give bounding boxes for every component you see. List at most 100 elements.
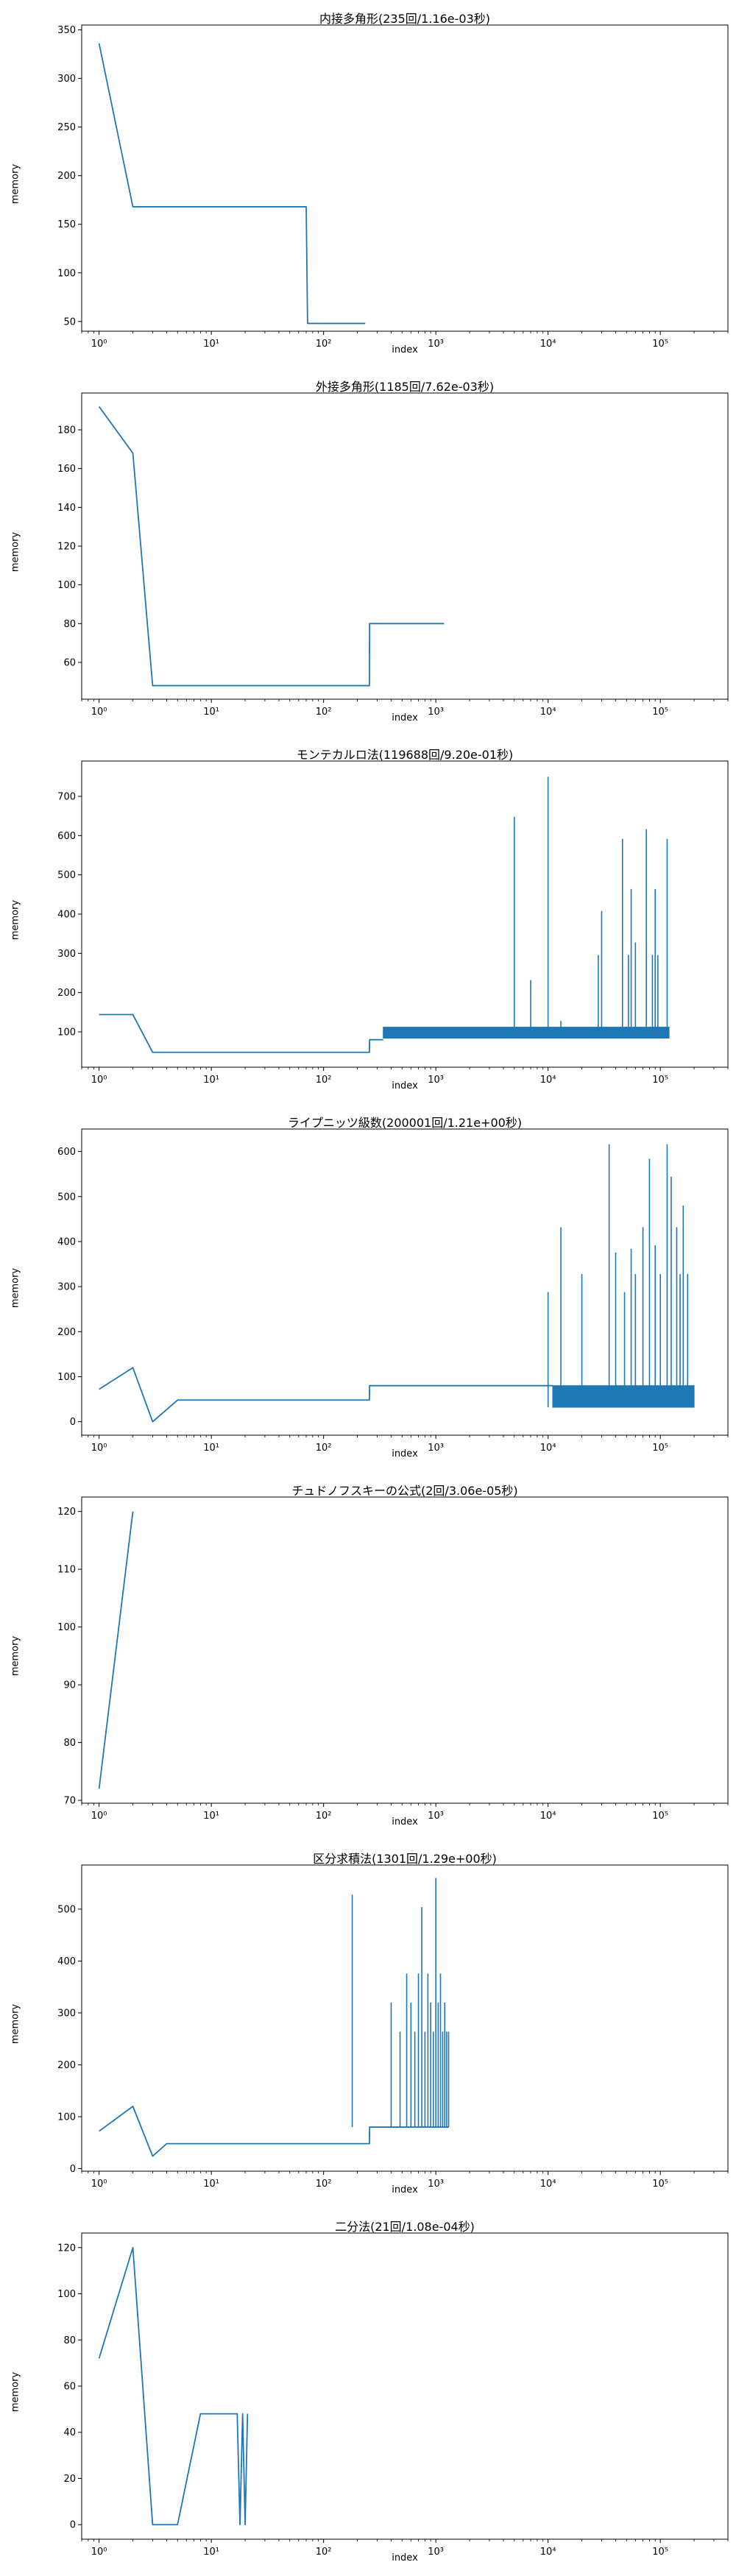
y-tick-label: 0 <box>70 1417 76 1428</box>
y-tick-label: 350 <box>57 25 76 36</box>
y-tick-label: 300 <box>57 2008 76 2019</box>
chart-svg: 0 20 40 60 80 100 120 10⁰ 10¹ 10² 10³ 10⁴ 10⁵ <box>57 2232 729 2558</box>
series-line <box>98 406 445 687</box>
x-axis-label: index <box>392 712 418 723</box>
plot-area <box>99 776 670 1053</box>
chart-title: モンテカルロ法(119688回/9.20e-01秒) <box>296 748 514 762</box>
x-tick-label: 10⁰ <box>91 2547 107 2558</box>
y-tick-label: 90 <box>63 1680 76 1691</box>
y-tick-label: 400 <box>57 910 76 921</box>
x-axis-label: index <box>392 1080 418 1091</box>
x-tick-label: 10¹ <box>203 1075 219 1086</box>
y-tick-label: 40 <box>63 2427 76 2438</box>
series-line <box>99 2105 449 2157</box>
x-tick-label: 10¹ <box>203 2179 219 2190</box>
chart-panel-5: 70 80 90 100 110 120 10⁰ 10¹ 10² 10³ 10⁴ 10⁵ チュドノフスキ… <box>0 1472 736 1840</box>
y-tick-label: 300 <box>57 949 76 960</box>
y-tick-label: 70 <box>63 1796 76 1807</box>
x-tick-label: 10⁰ <box>91 1443 107 1454</box>
x-axis-label: index <box>392 1448 418 1459</box>
x-axis-label: index <box>392 344 418 355</box>
y-tick-label: 500 <box>57 870 76 881</box>
y-tick-label: 80 <box>63 1738 76 1749</box>
dense-band <box>552 1385 695 1408</box>
plot-area <box>99 1878 450 2157</box>
y-tick-label: 0 <box>70 2164 76 2175</box>
y-tick-label: 100 <box>57 2112 76 2123</box>
x-tick-label: 10⁰ <box>91 1075 107 1086</box>
x-tick-label: 10⁵ <box>652 339 668 350</box>
x-tick-label: 10⁴ <box>540 707 556 718</box>
x-tick-label: 10⁵ <box>652 1075 668 1086</box>
y-axis-label: memory <box>10 2371 21 2413</box>
y-tick-label: 50 <box>63 316 76 328</box>
y-tick-label: 100 <box>57 1372 76 1383</box>
y-tick-label: 300 <box>57 1282 76 1293</box>
x-tick-label: 10⁴ <box>540 2179 556 2190</box>
series-line <box>98 2246 249 2526</box>
x-tick-label: 10¹ <box>203 339 219 350</box>
x-tick-label: 10⁵ <box>652 1443 668 1454</box>
y-tick-label: 110 <box>57 1565 76 1576</box>
y-tick-label: 180 <box>57 425 76 436</box>
chart-panel-6: 0 100 200 300 400 500 10⁰ 10¹ 10² 10³ 10⁴ 10⁵ 区分求積法(… <box>0 1840 736 2208</box>
chart-panel-1: 50 100 150 200 250 300 350 10⁰ 10¹ 10² 10³ 10⁴ 10⁵ 内接… <box>0 0 736 368</box>
y-axis-label: memory <box>10 1635 21 1677</box>
chart-title: 二分法(21回/1.08e-04秒) <box>335 2220 475 2234</box>
x-tick-label: 10⁵ <box>652 1811 668 1822</box>
x-tick-label: 10⁰ <box>91 707 107 718</box>
axes-frame <box>81 24 729 332</box>
y-tick-label: 200 <box>57 1327 76 1338</box>
y-tick-label: 100 <box>57 1622 76 1633</box>
chart-panel-2: 60 80 100 120 140 160 180 10⁰ 10¹ 10² 10³ 10⁴ 10⁵ 外接多… <box>0 368 736 736</box>
y-tick-label: 700 <box>57 792 76 803</box>
y-tick-label: 60 <box>63 2382 76 2393</box>
chart-title: チュドノフスキーの公式(2回/3.06e-05秒) <box>291 1484 518 1498</box>
y-tick-label: 100 <box>57 1027 76 1038</box>
x-tick-label: 10¹ <box>203 707 219 718</box>
x-tick-label: 10² <box>316 2547 332 2558</box>
y-axis-label: memory <box>10 531 21 573</box>
y-tick-label: 500 <box>57 1904 76 1915</box>
plot-area <box>98 1511 134 1789</box>
series-line <box>99 1367 553 1423</box>
chart-title: 区分求積法(1301回/1.29e+00秒) <box>313 1852 497 1866</box>
x-tick-label: 10² <box>316 339 332 350</box>
x-tick-label: 10⁰ <box>91 339 107 350</box>
chart-svg: 100 200 300 400 500 600 700 10⁰ 10¹ 10² 10³ 10⁴ 10⁵ <box>57 760 729 1086</box>
x-tick-label: 10³ <box>428 1811 444 1822</box>
x-tick-label: 10³ <box>428 1075 444 1086</box>
x-tick-label: 10³ <box>428 707 444 718</box>
y-tick-label: 500 <box>57 1192 76 1203</box>
x-tick-label: 10⁴ <box>540 1075 556 1086</box>
y-tick-label: 80 <box>63 619 76 630</box>
x-tick-label: 10⁴ <box>540 2547 556 2558</box>
chart-panel-7: 0 20 40 60 80 100 120 10⁰ 10¹ 10² 10³ 10⁴ 10⁵ 二分法(21回… <box>0 2208 736 2576</box>
y-tick-label: 120 <box>57 542 76 553</box>
y-tick-label: 100 <box>57 268 76 279</box>
chart-panel-3: 100 200 300 400 500 600 700 10⁰ 10¹ 10² 10³ 10⁴ 10⁵ モ… <box>0 736 736 1104</box>
y-tick-label: 600 <box>57 831 76 842</box>
y-tick-label: 100 <box>57 580 76 591</box>
x-tick-label: 10⁵ <box>652 707 668 718</box>
x-tick-label: 10⁵ <box>652 2547 668 2558</box>
chart-svg: 50 100 150 200 250 300 350 10⁰ 10¹ 10² 10³ 10⁴ 10⁵ <box>57 24 729 350</box>
chart-svg: 0 100 200 300 400 500 600 10⁰ 10¹ 10² 10³ 10⁴ 10⁵ <box>57 1128 729 1454</box>
axes-frame <box>81 1128 729 1436</box>
x-tick-label: 10⁰ <box>91 2179 107 2190</box>
chart-title: 外接多角形(1185回/7.62e-03秒) <box>315 380 495 394</box>
x-tick-label: 10³ <box>428 2547 444 2558</box>
x-tick-label: 10⁴ <box>540 1443 556 1454</box>
x-tick-label: 10² <box>316 1443 332 1454</box>
y-tick-label: 400 <box>57 1236 76 1248</box>
series-line <box>98 1511 134 1789</box>
y-tick-label: 400 <box>57 1956 76 1967</box>
y-tick-label: 300 <box>57 74 76 85</box>
x-tick-label: 10¹ <box>203 1811 219 1822</box>
axes-frame <box>81 1496 729 1804</box>
x-tick-label: 10² <box>316 707 332 718</box>
x-axis-label: index <box>392 1816 418 1827</box>
x-tick-label: 10⁰ <box>91 1811 107 1822</box>
x-tick-label: 10³ <box>428 1443 444 1454</box>
x-axis-label: index <box>392 2552 418 2563</box>
